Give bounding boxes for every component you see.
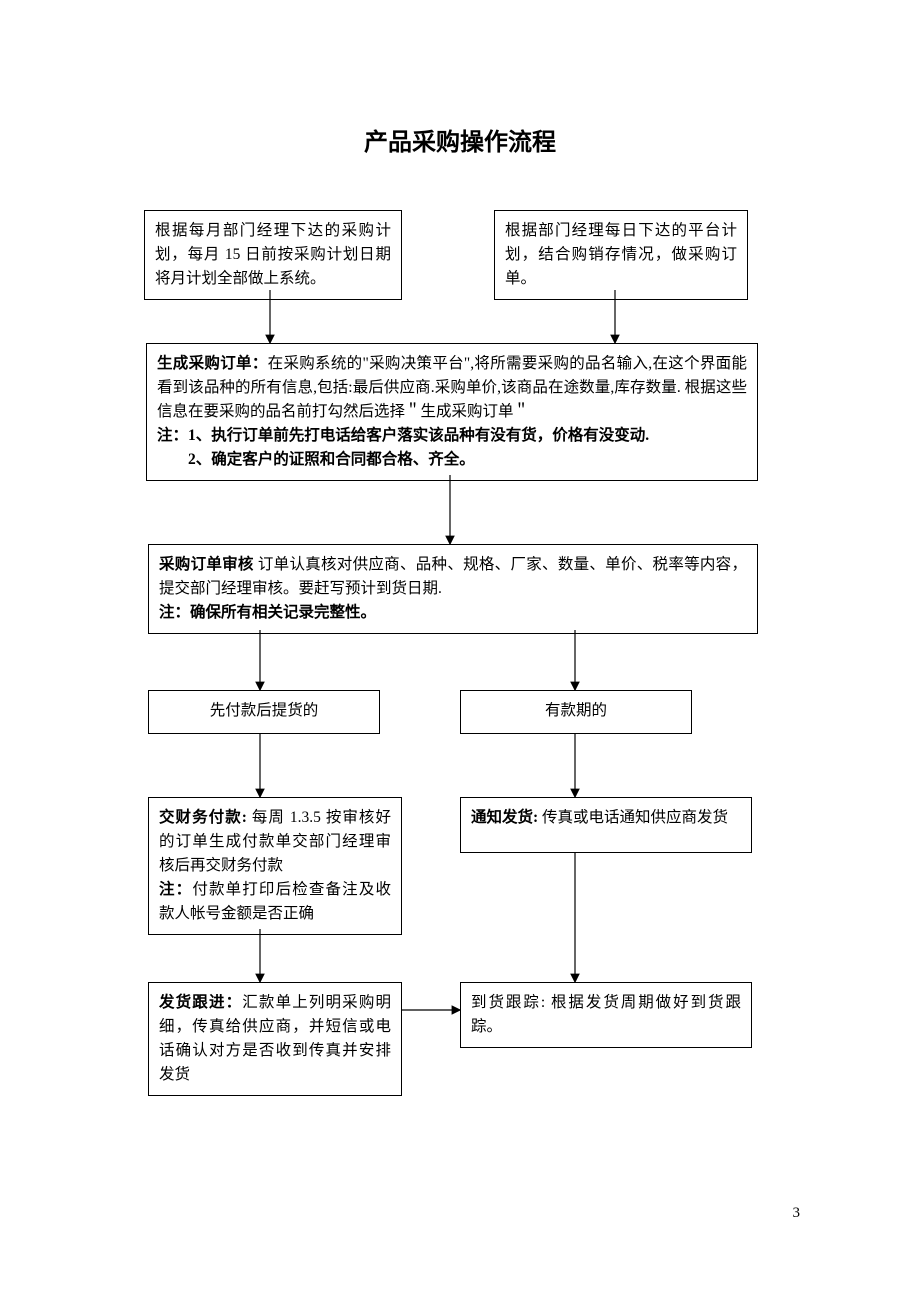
node-lead: 交财务付款: [159,809,247,826]
node-lead: 到货跟踪: [471,994,545,1011]
node-note-lead: 注： [159,881,192,898]
node-monthly-plan: 根据每月部门经理下达的采购计划，每月 15 日前按采购计划日期将月计划全部做上系… [144,210,402,300]
node-text: 传真或电话通知供应商发货 [538,809,728,826]
node-credit-period: 有款期的 [460,690,692,734]
page-title: 产品采购操作流程 [0,122,920,157]
node-notify-shipment: 通知发货: 传真或电话通知供应商发货 [460,797,752,853]
node-text: 有款期的 [545,702,607,719]
node-note-text: 付款单打印后检查备注及收款人帐号金额是否正确 [159,881,391,922]
node-finance-payment: 交财务付款: 每周 1.3.5 按审核好的订单生成付款单交部门经理审核后再交财务… [148,797,402,935]
node-shipment-followup: 发货跟进：汇款单上列明采购明细，传真给供应商，并短信或电话确认对方是否收到传真并… [148,982,402,1096]
node-daily-plan: 根据部门经理每日下达的平台计划，结合购销存情况，做采购订单。 [494,210,748,300]
node-review-order: 采购订单审核 订单认真核对供应商、品种、规格、厂家、数量、单价、税率等内容，提交… [148,544,758,634]
node-text: 根据每月部门经理下达的采购计划，每月 15 日前按采购计划日期将月计划全部做上系… [155,222,391,287]
node-text: 根据部门经理每日下达的平台计划，结合购销存情况，做采购订单。 [505,222,737,287]
node-lead: 发货跟进： [159,994,242,1011]
node-note: 注：确保所有相关记录完整性。 [159,604,376,621]
node-text: 先付款后提货的 [210,702,319,719]
node-lead: 通知发货: [471,809,538,826]
node-arrival-tracking: 到货跟踪: 根据发货周期做好到货跟踪。 [460,982,752,1048]
page-number: 3 [793,1205,801,1222]
node-generate-order: 生成采购订单：在采购系统的"采购决策平台",将所需要采购的品名输入,在这个界面能… [146,343,758,481]
node-lead: 采购订单审核 [159,556,254,573]
node-lead: 生成采购订单： [157,355,268,372]
flowchart-page: 产品采购操作流程 根据每月部门经理下达的采购计划，每月 15 日前按采购计划日期… [0,0,920,1302]
node-prepay: 先付款后提货的 [148,690,380,734]
node-note-2: 2、确定客户的证照和合同都合格、齐全。 [157,451,475,468]
node-note-1: 注：1、执行订单前先打电话给客户落实该品种有没有货，价格有没变动. [157,427,649,444]
arrows-layer [0,0,920,1302]
